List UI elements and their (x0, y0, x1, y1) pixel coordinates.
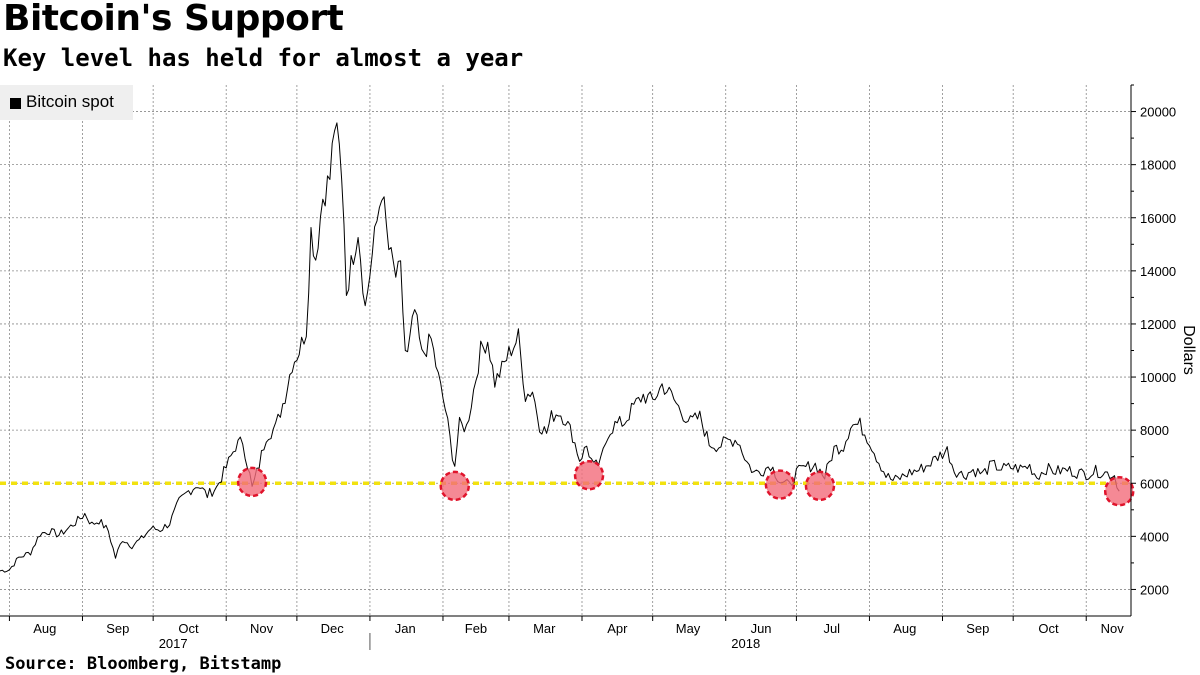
y-tick-label: 18000 (1140, 158, 1176, 173)
x-tick-label: Sep (966, 621, 989, 636)
x-tick-label: Jan (395, 621, 416, 636)
support-touch-marker (573, 460, 605, 491)
legend-label: Bitcoin spot (26, 92, 114, 111)
source-note: Source: Bloomberg, Bitstamp (5, 654, 282, 674)
y-tick-label: 16000 (1140, 211, 1176, 226)
support-touch-marker (1103, 475, 1135, 507)
x-tick-label: Oct (178, 621, 199, 636)
y-tick-label: 20000 (1140, 105, 1176, 120)
chart-title: Bitcoin's Support (3, 0, 344, 39)
x-year-label: 2018 (731, 636, 760, 651)
series-layer (0, 122, 1120, 573)
x-tick-label: Mar (533, 621, 556, 636)
x-tick-label: Jun (751, 621, 772, 636)
axis-layer: 2000 4000 6000 8000 10000 12000 14000 16000 1800… (0, 84, 1197, 651)
x-tick-label: Apr (607, 621, 628, 636)
x-tick-label: Oct (1038, 621, 1059, 636)
y-tick-label: 8000 (1140, 423, 1169, 438)
y-tick-label: 14000 (1140, 264, 1176, 279)
support-touch-marker (804, 470, 836, 502)
x-tick-label: May (676, 621, 701, 636)
x-tick-label: Nov (1101, 621, 1125, 636)
x-tick-label: Aug (893, 621, 916, 636)
y-axis-title: Dollars (1180, 325, 1197, 375)
x-tick-label: Dec (321, 621, 345, 636)
x-tick-label: Aug (33, 621, 56, 636)
x-year-label: 2017 (159, 636, 188, 651)
support-touch-marker (764, 469, 796, 500)
price-series-line (0, 122, 1120, 573)
support-touch-marker (236, 466, 268, 498)
highlight-layer (236, 460, 1135, 507)
y-tick-label: 12000 (1140, 317, 1176, 332)
legend-swatch (10, 98, 21, 109)
x-tick-label: Sep (106, 621, 129, 636)
y-tick-label: 4000 (1140, 529, 1169, 544)
y-tick-label: 2000 (1140, 582, 1169, 597)
x-tick-label: Feb (465, 621, 487, 636)
support-touch-marker (439, 470, 471, 502)
y-tick-label: 10000 (1140, 370, 1176, 385)
legend: Bitcoin spot (0, 85, 133, 120)
x-tick-label: Jul (823, 621, 840, 636)
y-tick-label: 6000 (1140, 476, 1169, 491)
grid-layer (0, 85, 1131, 616)
x-tick-label: Nov (250, 621, 274, 636)
chart-subtitle: Key level has held for almost a year (3, 44, 524, 72)
